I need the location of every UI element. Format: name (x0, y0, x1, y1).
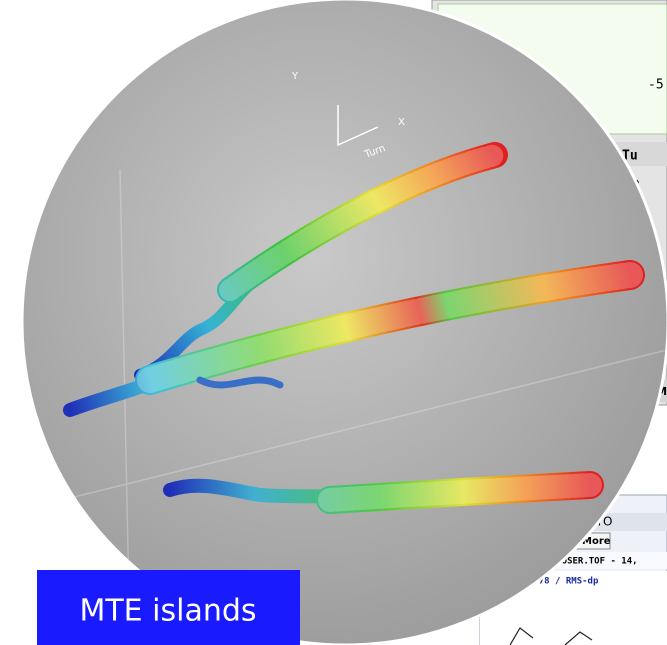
magnified-view: Y X Turn (22, 0, 667, 645)
axis-label: Y (291, 71, 299, 82)
value-fragment: -5 (648, 78, 664, 93)
slide-label: MTE islands (79, 594, 256, 629)
slide: -5 Tu 2 1 1 3 Xm IM USER.TO More CPS.USE… (0, 0, 667, 645)
axis-label: X (398, 117, 405, 128)
